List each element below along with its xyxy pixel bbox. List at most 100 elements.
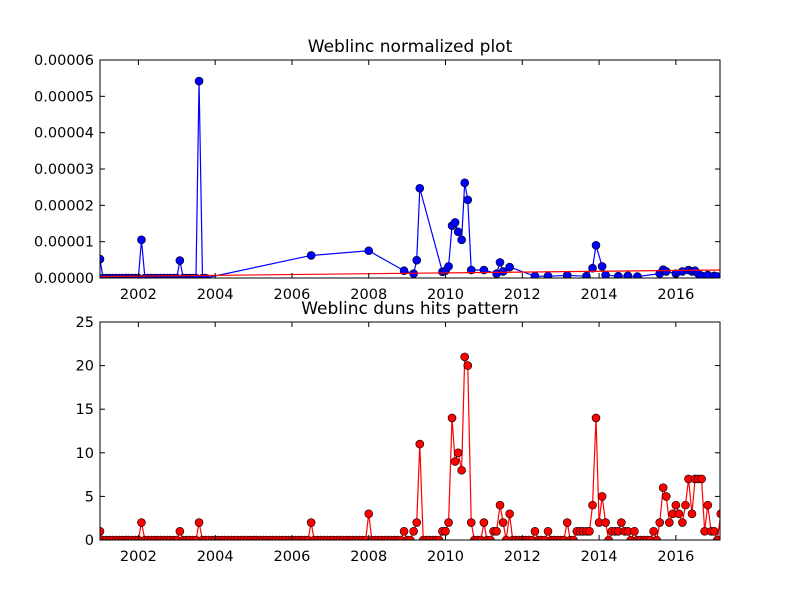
data-point-duns-hits-98 bbox=[409, 526, 418, 536]
data-point-normalized-34 bbox=[306, 251, 316, 260]
data-point-duns-hits-30 bbox=[191, 535, 201, 540]
y-tick-label-normalized-3: 0.00003 bbox=[34, 162, 94, 178]
data-point-duns-hits-180 bbox=[671, 500, 681, 510]
y-tick-label-duns-hits-3: 15 bbox=[76, 402, 94, 418]
data-point-normalized-58 bbox=[582, 271, 591, 278]
plot-area-normalized bbox=[100, 60, 720, 278]
data-point-duns-hits-109 bbox=[444, 518, 453, 527]
data-point-duns-hits-122 bbox=[486, 535, 495, 540]
data-point-normalized-38 bbox=[412, 255, 422, 265]
y-tick-label-duns-hits-4: 20 bbox=[76, 359, 94, 375]
tick-group-normalized: 2002 2004 2006 2008 2010 2012 2014 2016 0.00000 0… bbox=[34, 53, 720, 303]
data-point-duns-hits-126 bbox=[498, 518, 508, 527]
data-point-normalized-59 bbox=[588, 263, 597, 273]
x-tick-label-duns-hits-6: 2014 bbox=[581, 549, 618, 565]
y-tick-label-duns-hits-5: 25 bbox=[76, 315, 94, 331]
data-point-normalized-47 bbox=[460, 178, 470, 188]
data-point-normalized-13 bbox=[137, 235, 146, 245]
data-point-duns-hits-31 bbox=[194, 518, 204, 527]
y-tick-label-duns-hits-1: 5 bbox=[85, 489, 94, 505]
x-tick-label-duns-hits-5: 2012 bbox=[504, 549, 541, 565]
x-tick-label-normalized-2: 2006 bbox=[273, 287, 310, 303]
data-point-duns-hits-112 bbox=[453, 448, 463, 458]
data-point-duns-hits-0 bbox=[100, 526, 105, 536]
data-point-duns-hits-176 bbox=[658, 483, 668, 492]
data-point-duns-hits-148 bbox=[569, 535, 578, 540]
data-point-duns-hits-181 bbox=[674, 509, 684, 519]
data-point-normalized-35 bbox=[364, 246, 374, 256]
data-point-normalized-44 bbox=[450, 218, 460, 227]
data-point-duns-hits-116 bbox=[466, 518, 476, 527]
chart-title-normalized: Weblinc normalized plot bbox=[308, 37, 513, 57]
data-point-duns-hits-158 bbox=[601, 518, 610, 527]
data-point-normalized-53 bbox=[498, 267, 508, 276]
x-tick-label-normalized-3: 2008 bbox=[350, 287, 387, 303]
data-point-normalized-25 bbox=[175, 256, 185, 265]
x-tick-label-normalized-6: 2014 bbox=[581, 287, 618, 303]
data-point-duns-hits-155 bbox=[591, 413, 601, 423]
data-point-normalized-65 bbox=[633, 272, 642, 278]
data-point-duns-hits-24 bbox=[172, 535, 182, 540]
data-point-duns-hits-163 bbox=[617, 518, 626, 527]
data-point-duns-hits-194 bbox=[716, 509, 720, 519]
data-point-duns-hits-111 bbox=[450, 457, 460, 466]
x-tick-label-duns-hits-0: 2002 bbox=[120, 549, 157, 565]
y-tick-label-duns-hits-2: 10 bbox=[76, 446, 94, 462]
data-point-normalized-55 bbox=[530, 271, 540, 278]
x-tick-label-duns-hits-2: 2006 bbox=[273, 549, 310, 565]
y-tick-label-normalized-4: 0.00004 bbox=[34, 126, 94, 142]
chart-duns-hits: Weblinc duns hits pattern 2002 2004 2006 20… bbox=[76, 299, 731, 565]
data-point-duns-hits-166 bbox=[626, 535, 636, 540]
data-point-normalized-39 bbox=[415, 183, 425, 193]
data-point-duns-hits-135 bbox=[527, 535, 537, 540]
data-point-normalized-64 bbox=[623, 271, 633, 278]
data-point-duns-hits-167 bbox=[630, 526, 639, 536]
data-point-duns-hits-177 bbox=[661, 492, 671, 501]
x-tick-label-normalized-0: 2002 bbox=[120, 287, 157, 303]
data-point-duns-hits-95 bbox=[399, 526, 409, 536]
data-point-duns-hits-115 bbox=[463, 361, 473, 370]
data-point-normalized-46 bbox=[457, 235, 466, 245]
x-tick-label-duns-hits-3: 2008 bbox=[350, 549, 387, 565]
y-tick-label-normalized-2: 0.00002 bbox=[34, 198, 94, 214]
data-point-duns-hits-124 bbox=[492, 526, 501, 536]
data-point-duns-hits-145 bbox=[559, 535, 569, 540]
data-point-duns-hits-172 bbox=[645, 535, 655, 540]
y-tick-label-normalized-1: 0.00001 bbox=[34, 235, 94, 251]
data-point-normalized-60 bbox=[591, 241, 601, 250]
data-point-duns-hits-154 bbox=[588, 500, 597, 510]
axes-frame-normalized bbox=[99, 59, 721, 279]
x-tick-label-normalized-1: 2004 bbox=[197, 287, 234, 303]
data-point-duns-hits-120 bbox=[479, 518, 489, 527]
data-point-duns-hits-190 bbox=[703, 500, 713, 510]
data-point-duns-hits-195 bbox=[719, 511, 720, 516]
data-point-duns-hits-182 bbox=[678, 518, 687, 527]
data-point-duns-hits-25 bbox=[175, 526, 185, 536]
data-point-normalized-52 bbox=[495, 258, 505, 267]
data-point-normalized-45 bbox=[453, 227, 463, 237]
data-point-normalized-56 bbox=[543, 271, 553, 278]
y-tick-label-normalized-0: 0.00000 bbox=[34, 271, 94, 287]
y-tick-label-normalized-5: 0.00005 bbox=[34, 89, 94, 105]
data-point-duns-hits-139 bbox=[540, 535, 549, 540]
data-point-duns-hits-188 bbox=[697, 474, 706, 484]
x-tick-label-normalized-7: 2016 bbox=[657, 287, 694, 303]
series-group-normalized bbox=[100, 76, 720, 278]
data-point-duns-hits-175 bbox=[655, 518, 665, 527]
data-point-duns-hits-100 bbox=[415, 439, 425, 449]
data-point-duns-hits-114 bbox=[460, 352, 470, 362]
y-tick-label-duns-hits-0: 0 bbox=[85, 533, 94, 549]
y-tick-label-normalized-6: 0.00006 bbox=[34, 53, 94, 69]
data-point-duns-hits-110 bbox=[447, 413, 457, 423]
data-point-duns-hits-127 bbox=[501, 535, 511, 540]
data-point-duns-hits-196 bbox=[723, 527, 731, 535]
axes-frame-duns-hits bbox=[99, 321, 721, 541]
chart-title-duns-hits: Weblinc duns hits pattern bbox=[301, 299, 519, 319]
data-point-duns-hits-66 bbox=[306, 518, 316, 527]
data-point-duns-hits-113 bbox=[457, 465, 466, 475]
x-tick-label-duns-hits-7: 2016 bbox=[657, 549, 694, 565]
data-point-normalized-42 bbox=[444, 262, 453, 271]
data-point-normalized-68 bbox=[661, 267, 671, 276]
